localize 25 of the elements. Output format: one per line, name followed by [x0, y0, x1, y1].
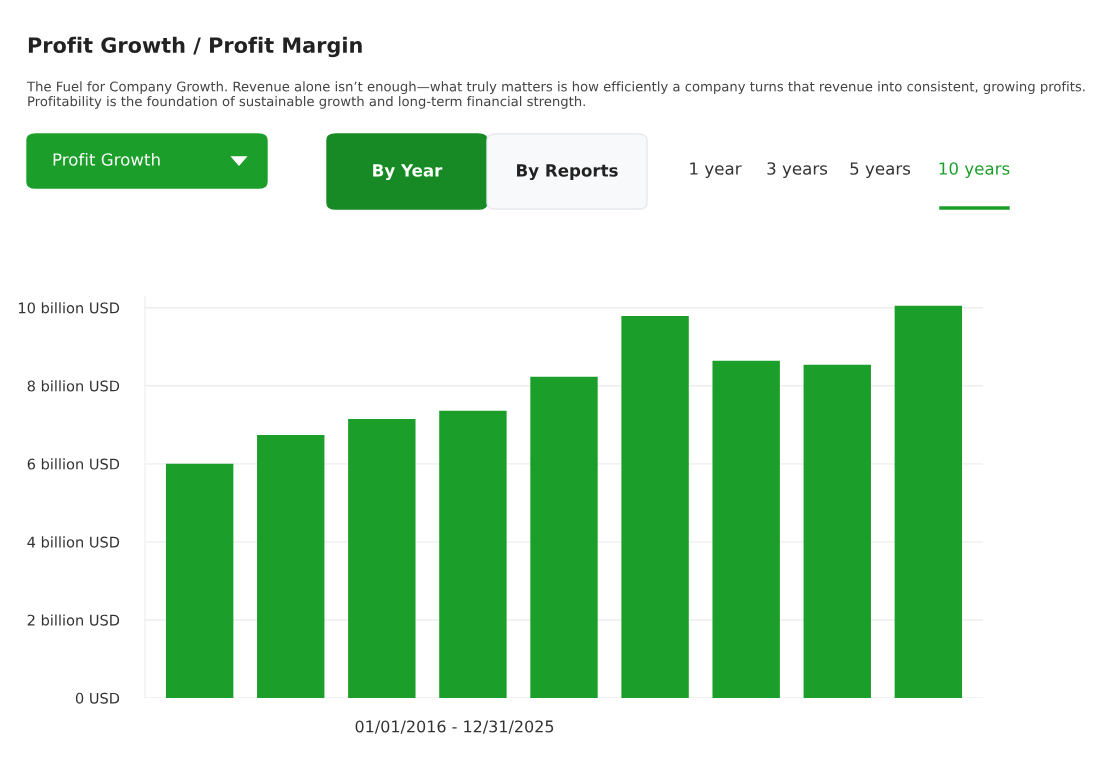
y-tick-label: 10 billion USD [18, 302, 120, 314]
bar [348, 418, 416, 698]
bar [621, 315, 689, 698]
y-tick-label: 4 billion USD [27, 536, 120, 548]
y-tick-label: 6 billion USD [27, 458, 120, 470]
text: 1 year [690, 162, 742, 179]
text: By Reports [517, 164, 618, 181]
bar [530, 376, 598, 698]
text: Profit Growth [53, 152, 160, 166]
bar [712, 360, 780, 698]
text: 3 years [767, 162, 828, 179]
x-axis-title: 01/01/2016 - 12/31/2025 [355, 720, 554, 734]
text: 5 years [850, 162, 911, 179]
text: By Year [373, 164, 443, 181]
y-tick-label: 8 billion USD [27, 380, 120, 392]
bar [439, 410, 507, 698]
y-tick-label: 0 USD [75, 692, 120, 704]
bar [894, 305, 963, 698]
chart-title: Profit Growth / Profit Margin [28, 36, 362, 58]
text: 10 years [939, 162, 1010, 179]
chart-subtitle: The Fuel for Company Growth. Revenue alone isn’t enough—what truly matters is how efficiently a company turns that revenue into consistent, growing profits. Profitability is the foundation of sustainable growth and long-term financial strength. [26, 81, 1085, 109]
y-tick-label: 2 billion USD [27, 614, 120, 626]
bar [257, 434, 325, 698]
bar [803, 364, 871, 698]
bar [165, 463, 234, 698]
